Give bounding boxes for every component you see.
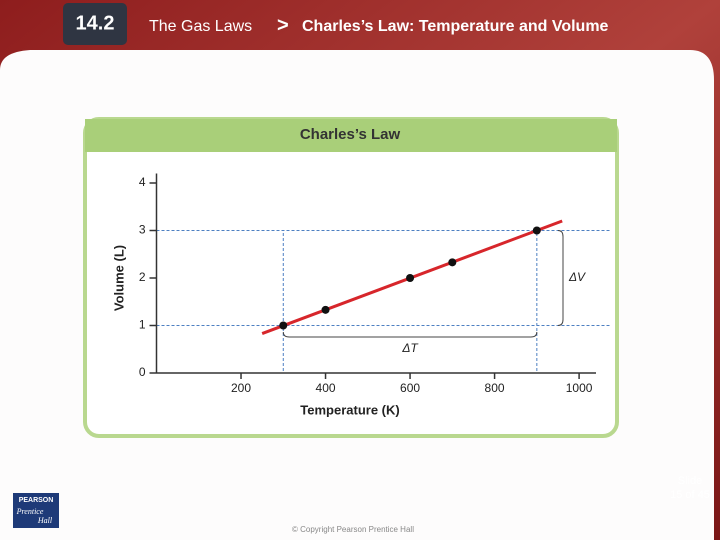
y-tick-label: 4 [139, 175, 146, 189]
logo-line: Hall [37, 516, 53, 525]
data-point [532, 226, 541, 235]
logo-line: Prentice [16, 507, 44, 516]
data-point [321, 305, 330, 314]
copyright: © Copyright Pearson Prentice Hall [292, 525, 414, 534]
data-point [279, 321, 288, 330]
slide-title: Charles’s Law: Temperature and Volume [302, 18, 609, 35]
y-tick-label: 1 [139, 318, 146, 332]
delta-bracket [282, 331, 538, 338]
y-tick-label: 3 [139, 223, 146, 237]
delta-label: ΔV [568, 270, 586, 284]
separator: > [277, 14, 289, 36]
x-tick-label: 600 [400, 381, 420, 395]
logo [13, 493, 59, 528]
x-tick-label: 400 [316, 381, 336, 395]
y-tick-label: 0 [139, 365, 146, 379]
delta-label: ΔT [401, 341, 419, 355]
slide-label: Slide [678, 475, 702, 487]
topic: The Gas Laws [149, 18, 252, 35]
section-badge [63, 3, 127, 45]
x-tick-label: 200 [231, 381, 251, 395]
x-tick-label: 800 [485, 381, 505, 395]
section-number: 14.2 [76, 12, 115, 34]
chart-header [85, 119, 617, 152]
x-tick-label: 1000 [566, 381, 593, 395]
y-tick-label: 2 [139, 270, 146, 284]
y-axis-title: Volume (L) [111, 245, 126, 311]
data-point [448, 258, 457, 267]
delta-bracket [557, 230, 564, 326]
data-point [406, 274, 415, 282]
chart-title: Charles’s Law [300, 126, 401, 143]
chart-panel [83, 117, 619, 438]
logo-brand: PEARSON [19, 497, 54, 504]
x-axis-title: Temperature (K) [300, 402, 399, 417]
slide-count: 15 of 45 [670, 489, 710, 501]
